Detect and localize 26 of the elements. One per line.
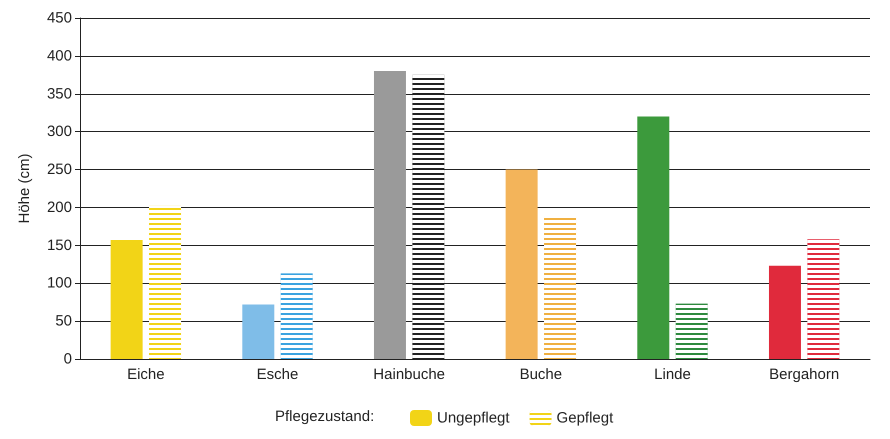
bar (110, 240, 143, 359)
legend-label: Gepflegt (556, 410, 614, 426)
x-tick-label: Buche (520, 366, 562, 383)
y-tick-label: 200 (46, 198, 72, 216)
legend-title: Pflegezustand: (275, 408, 374, 425)
x-tick-label: Bergahorn (769, 366, 840, 383)
y-tick-label: 100 (46, 274, 72, 292)
y-tick-label: 250 (46, 161, 72, 178)
y-axis-title: Höhe (cm) (16, 153, 33, 224)
x-tick-label: Linde (654, 366, 691, 383)
y-tick-label: 0 (64, 350, 72, 368)
bar (506, 170, 538, 359)
x-tick-label: Hainbuche (373, 366, 446, 383)
bar (768, 266, 801, 359)
x-tick-label: Eiche (127, 366, 165, 383)
y-tick-label: 300 (46, 123, 72, 140)
bar (374, 71, 406, 359)
y-tick-label: 150 (46, 236, 72, 254)
bar (637, 116, 670, 359)
bar (242, 304, 274, 359)
legend-label: Ungepflegt (437, 410, 510, 426)
x-tick-label: Esche (256, 366, 298, 383)
y-tick-label: 350 (46, 85, 72, 102)
y-tick-label: 450 (46, 10, 72, 26)
y-tick-label: 50 (55, 312, 72, 330)
y-tick-label: 400 (46, 47, 72, 64)
